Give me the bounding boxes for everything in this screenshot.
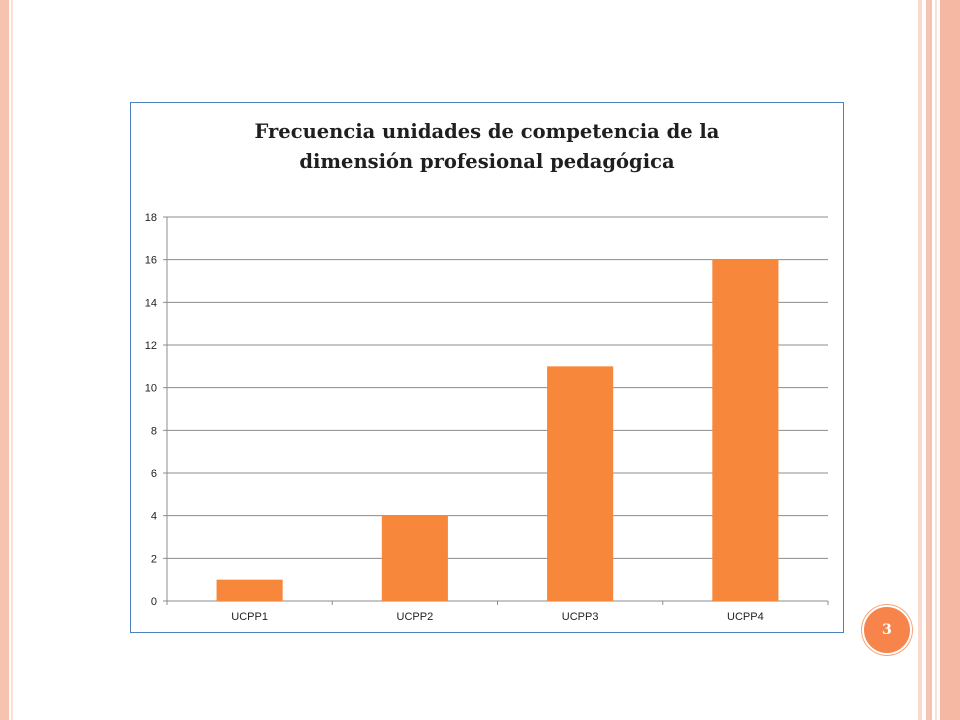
bar-ucpp3: [547, 366, 614, 601]
y-tick-label: 14: [145, 297, 157, 309]
x-tick-label: UCPP1: [231, 611, 268, 623]
right-decorative-band-2: [926, 0, 932, 720]
bar-ucpp1: [216, 579, 283, 601]
right-decorative-band-1: [918, 0, 922, 720]
chart-title-line-2: dimensión profesional pedagógica: [299, 150, 675, 173]
x-tick-label: UCPP3: [562, 611, 599, 623]
right-decorative-band-3: [935, 0, 937, 720]
x-tick-label: UCPP2: [397, 611, 434, 623]
chart-title: Frecuencia unidades de competencia de la…: [131, 117, 843, 177]
page-number-badge: 3: [862, 605, 912, 655]
y-tick-label: 16: [145, 255, 157, 267]
bar-ucpp2: [381, 515, 448, 601]
bar-chart: 0 2 4 6 8 10 12 14 16 18 UCPP1 UCPP2 UCPP3 UCPP4: [145, 212, 829, 623]
right-decorative-band-4: [940, 0, 960, 720]
chart-title-line-1: Frecuencia unidades de competencia de la: [254, 120, 720, 143]
y-tick-label: 6: [151, 468, 157, 480]
y-tick-label: 4: [151, 511, 157, 523]
left-decorative-line: [11, 0, 13, 720]
page-number: 3: [882, 622, 892, 638]
left-decorative-stripe: [0, 0, 9, 720]
bar-ucpp4: [712, 259, 779, 601]
x-tick-label: UCPP4: [727, 611, 764, 623]
y-tick-label: 2: [151, 553, 157, 565]
y-tick-label: 0: [151, 596, 157, 608]
chart-frame: Frecuencia unidades de competencia de la…: [130, 102, 844, 633]
y-tick-label: 18: [145, 212, 157, 224]
y-tick-label: 12: [145, 340, 157, 352]
y-tick-label: 8: [151, 425, 157, 437]
y-tick-label: 10: [145, 383, 157, 395]
